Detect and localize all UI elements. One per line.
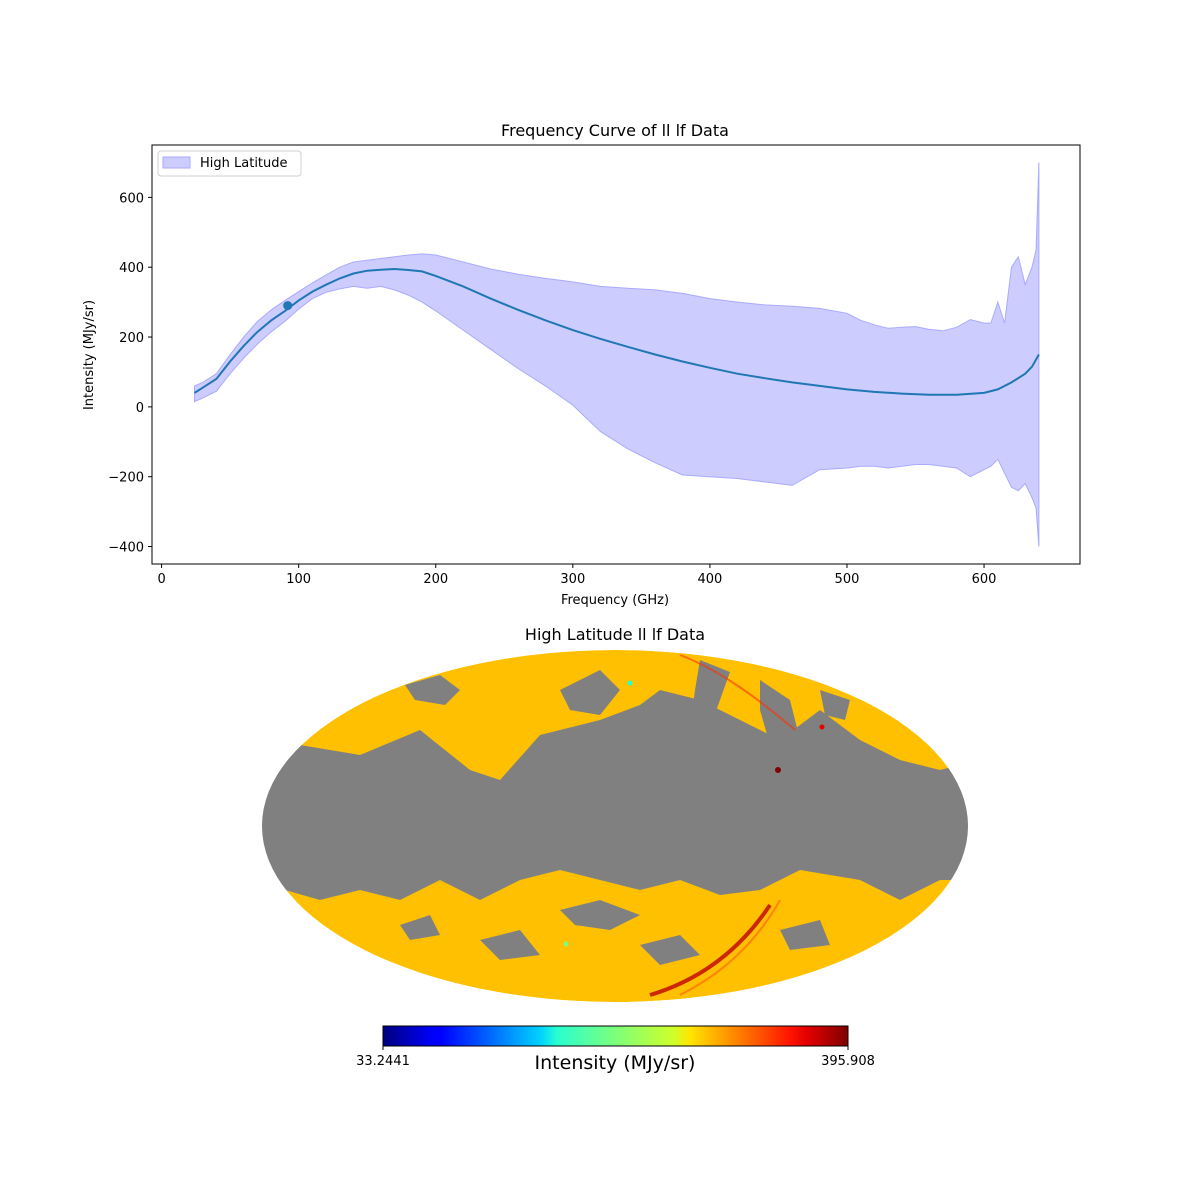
colorbar: 33.2441 395.908 Intensity (MJy/sr)	[356, 1025, 875, 1074]
band-high-latitude	[194, 162, 1040, 547]
y-tick-label: 600	[119, 191, 144, 206]
masked-region-south	[400, 900, 830, 965]
x-tick-label: 400	[697, 572, 722, 587]
mollweide-map	[262, 650, 968, 1002]
bright-arc-south	[649, 903, 772, 997]
cool-pixel	[627, 680, 633, 686]
legend-label: High Latitude	[200, 156, 288, 171]
x-tick-label: 300	[560, 572, 585, 587]
legend-swatch	[162, 156, 191, 169]
masked-region	[262, 690, 968, 900]
sky-map-title: High Latitude ll lf Data	[525, 625, 705, 644]
y-tick-label: −200	[108, 471, 144, 486]
y-tick-label: 400	[119, 261, 144, 276]
line-chart-panel: Frequency Curve of ll lf Data 0 100 200 300…	[82, 121, 1081, 608]
plot-frame	[151, 144, 1081, 565]
line-chart-title: Frequency Curve of ll lf Data	[501, 121, 729, 140]
hot-pixel	[775, 767, 781, 773]
plot-area	[193, 162, 1040, 547]
x-ticks: 0 100 200 300 400 500 600	[157, 564, 996, 587]
bright-arc-south-2	[679, 899, 781, 996]
warm-pixel	[819, 724, 825, 730]
x-tick-label: 200	[423, 572, 448, 587]
y-tick-label: 0	[136, 401, 144, 416]
cool-pixel-2	[563, 941, 569, 947]
y-tick-label: −400	[108, 541, 144, 556]
x-tick-label: 100	[286, 572, 311, 587]
highlight-point	[283, 301, 293, 311]
colorbar-label: Intensity (MJy/sr)	[535, 1052, 696, 1074]
y-tick-label: 200	[119, 331, 144, 346]
legend: High Latitude	[157, 150, 302, 177]
x-tick-label: 500	[835, 572, 860, 587]
x-axis-label: Frequency (GHz)	[561, 593, 669, 608]
colorbar-gradient	[382, 1025, 849, 1047]
sky-map-panel: High Latitude ll lf Data 33.2441 395.908	[262, 625, 968, 1074]
y-axis-label: Intensity (MJy/sr)	[82, 300, 97, 410]
y-ticks: −400 −200 0 200 400 600	[108, 191, 152, 556]
x-tick-label: 0	[157, 572, 165, 587]
colorbar-min-label: 33.2441	[356, 1054, 410, 1069]
colorbar-max-label: 395.908	[821, 1054, 875, 1069]
x-tick-label: 600	[972, 572, 997, 587]
bright-arc-north	[679, 654, 796, 731]
legend-box	[157, 150, 302, 177]
